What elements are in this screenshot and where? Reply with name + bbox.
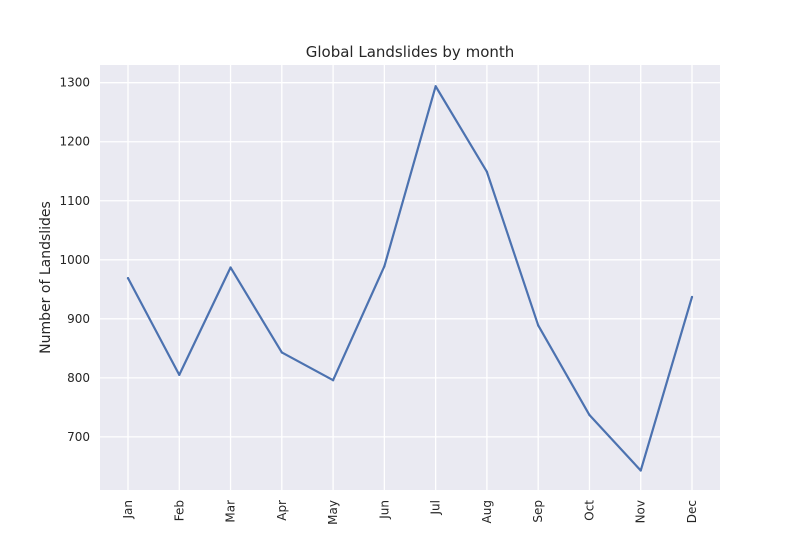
data-point-jan <box>126 276 130 280</box>
data-point-feb <box>178 373 181 376</box>
x-tick-label: Feb <box>172 500 186 521</box>
series-layer <box>126 85 694 472</box>
y-tick-label: 1200 <box>59 135 90 149</box>
data-point-jul <box>434 85 437 88</box>
x-tick-label: Aug <box>480 500 494 523</box>
x-tick-label: Jun <box>377 500 391 520</box>
x-gridlines <box>127 65 693 490</box>
data-point-aug <box>485 170 489 173</box>
y-tick-label: 700 <box>67 430 90 444</box>
data-point-nov <box>639 469 642 472</box>
y-tick-label: 900 <box>67 312 90 326</box>
x-tick-label: Oct <box>582 500 596 521</box>
data-point-sep <box>537 324 540 327</box>
y-tick-label: 800 <box>67 371 90 385</box>
x-tick-label: Jan <box>121 500 135 520</box>
y-gridlines <box>100 82 720 438</box>
x-axis-ticks: Jan Feb Mar Apr May Jun Jul Aug Sep Oct Nov Dec <box>121 500 699 525</box>
x-tick-label: Mar <box>224 500 238 523</box>
data-point-apr <box>280 351 283 354</box>
y-tick-label: 1100 <box>59 194 90 208</box>
y-tick-label: 1000 <box>59 253 90 267</box>
plot-area <box>100 65 720 490</box>
x-tick-label: Apr <box>275 500 289 521</box>
series-line <box>126 85 694 472</box>
x-tick-label: Nov <box>634 500 648 523</box>
x-tick-label: May <box>326 500 340 525</box>
y-tick-label: 1300 <box>59 76 90 90</box>
x-tick-label: Sep <box>531 500 545 523</box>
data-point-mar <box>229 266 232 269</box>
data-point-jun <box>383 265 386 268</box>
data-point-may <box>331 379 335 382</box>
x-tick-label: Jul <box>429 500 443 515</box>
x-tick-label: Dec <box>685 500 699 523</box>
data-point-oct <box>588 413 591 417</box>
chart-title: Global Landslides by month <box>306 43 515 61</box>
y-axis-ticks: 700 800 900 1000 1100 1200 1300 <box>59 76 90 444</box>
data-point-dec <box>690 295 694 299</box>
y-axis-label: Number of Landslides <box>38 201 54 354</box>
